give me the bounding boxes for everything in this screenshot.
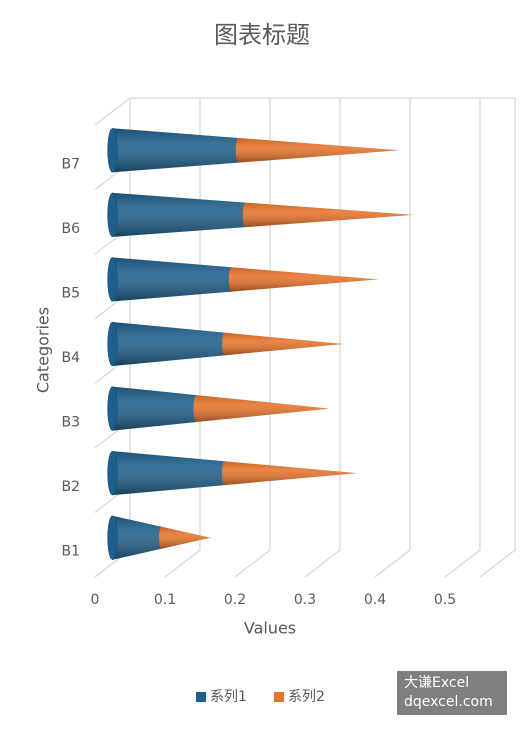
x-tick-label: 0.3	[294, 592, 316, 608]
y-tick-label: B1	[61, 544, 80, 560]
y-tick-label: B5	[61, 285, 80, 301]
x-tick-label: 0.1	[154, 592, 176, 608]
x-tick-label: 0.2	[224, 592, 246, 608]
grid-line	[304, 98, 341, 578]
cone-shade	[107, 257, 235, 302]
cone-base	[107, 192, 118, 238]
watermark-box	[397, 671, 507, 715]
y-tick-label: B7	[61, 156, 80, 172]
cone-shade	[221, 461, 358, 486]
cone-shade	[107, 192, 249, 237]
cone-base	[107, 515, 118, 560]
cone-shade	[107, 451, 228, 496]
y-tick-label: B2	[61, 479, 80, 495]
legend-label: 系列1	[210, 689, 247, 705]
cone-shade	[159, 526, 211, 549]
x-tick-label: 0.4	[364, 592, 386, 608]
x-tick-label: 0	[91, 592, 100, 608]
wall-line	[94, 97, 131, 126]
x-tick-label: 0.5	[434, 592, 456, 608]
legend-swatch	[274, 692, 284, 702]
cone-shade	[107, 128, 242, 173]
legend-label: 系列2	[288, 689, 325, 705]
chart-title: 图表标题	[214, 21, 310, 49]
grid-line	[164, 98, 201, 578]
y-tick-label: B3	[61, 415, 80, 431]
watermark-text: dqexcel.com	[404, 694, 493, 710]
cone-shade	[107, 322, 227, 366]
y-tick-label: B6	[61, 221, 80, 237]
grid-line	[444, 98, 481, 578]
cone-shade	[242, 202, 414, 228]
x-axis-title: Values	[244, 619, 296, 638]
cone-shade	[193, 395, 330, 423]
cone-shade	[235, 137, 400, 163]
cone-base	[107, 321, 118, 367]
cone-base	[107, 257, 118, 302]
cone-base	[107, 450, 118, 496]
cone-shade	[107, 386, 200, 431]
y-axis-title: Categories	[34, 307, 53, 393]
cone-base	[107, 128, 118, 173]
cone-shade	[228, 267, 379, 292]
cone-base	[107, 386, 118, 431]
grid-line	[234, 98, 271, 578]
grid-line	[374, 98, 411, 578]
watermark-text: 大谦Excel	[404, 675, 469, 691]
cone-shade	[222, 332, 344, 356]
legend-swatch	[196, 692, 206, 702]
wall-edge	[479, 98, 516, 578]
cone-shade	[107, 515, 164, 560]
y-tick-label: B4	[61, 350, 80, 366]
